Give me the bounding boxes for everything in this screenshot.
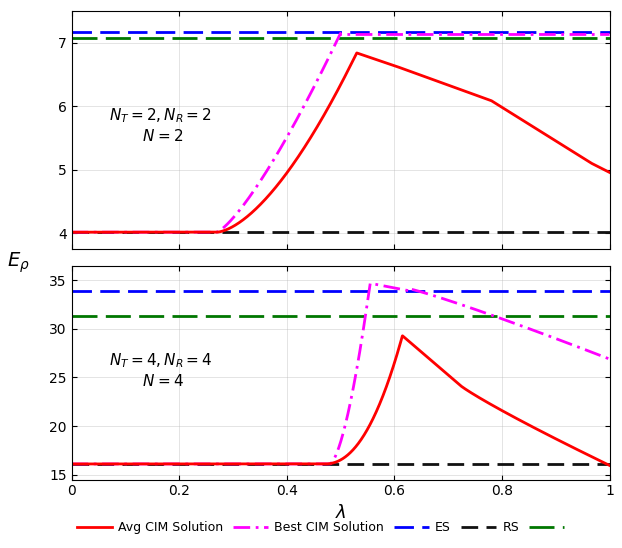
Text: $E_\rho$: $E_\rho$ xyxy=(7,251,30,275)
Legend: Avg CIM Solution, Best CIM Solution, ES, RS, : Avg CIM Solution, Best CIM Solution, ES,… xyxy=(72,516,575,539)
Text: $N_T = 4, N_R = 4$
       $N = 4$: $N_T = 4, N_R = 4$ $N = 4$ xyxy=(109,351,213,389)
Text: $N_T = 2, N_R = 2$
       $N = 2$: $N_T = 2, N_R = 2$ $N = 2$ xyxy=(109,106,212,144)
X-axis label: $\lambda$: $\lambda$ xyxy=(335,504,346,522)
